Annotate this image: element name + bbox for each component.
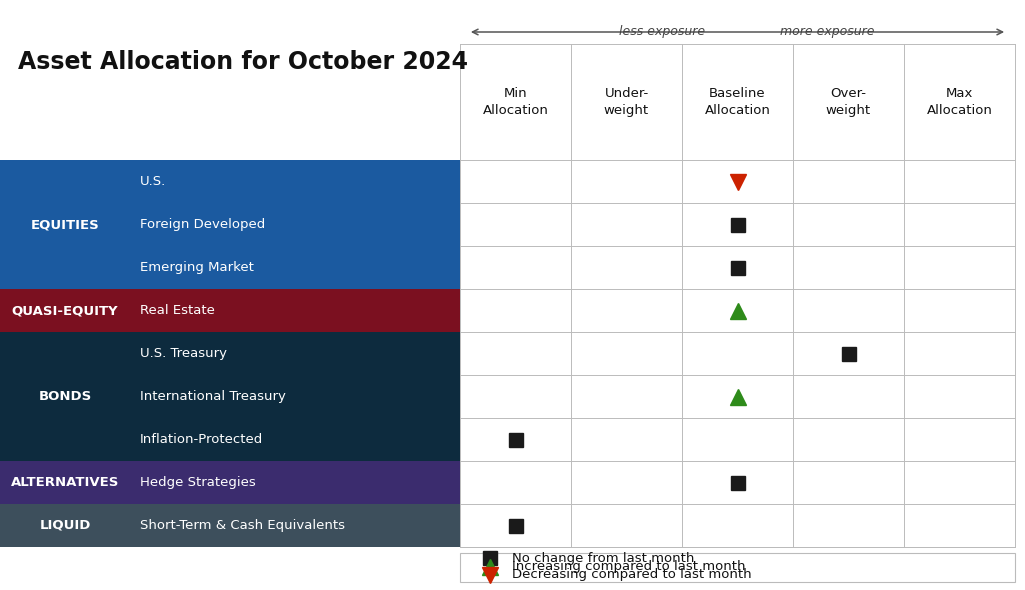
Bar xyxy=(0,461,130,504)
Text: U.S.: U.S. xyxy=(140,175,166,188)
Bar xyxy=(460,553,1015,582)
Text: ALTERNATIVES: ALTERNATIVES xyxy=(11,476,119,489)
Text: U.S. Treasury: U.S. Treasury xyxy=(140,347,227,360)
Text: Real Estate: Real Estate xyxy=(140,304,215,317)
Bar xyxy=(0,203,460,246)
Bar xyxy=(0,504,460,547)
Bar xyxy=(0,289,130,332)
Text: BONDS: BONDS xyxy=(38,390,91,403)
Text: Emerging Market: Emerging Market xyxy=(140,261,254,274)
Text: International Treasury: International Treasury xyxy=(140,390,286,403)
Bar xyxy=(0,160,460,203)
Text: No change from last month: No change from last month xyxy=(512,552,694,565)
Text: Min
Allocation: Min Allocation xyxy=(483,87,548,117)
Bar xyxy=(0,246,460,289)
Text: Hedge Strategies: Hedge Strategies xyxy=(140,476,256,489)
Bar xyxy=(0,461,460,504)
Bar xyxy=(0,160,130,289)
Text: Max
Allocation: Max Allocation xyxy=(927,87,992,117)
Text: Under-
weight: Under- weight xyxy=(604,87,649,117)
Text: Increasing compared to last month: Increasing compared to last month xyxy=(512,560,745,573)
Text: Baseline
Allocation: Baseline Allocation xyxy=(704,87,771,117)
Bar xyxy=(0,289,460,332)
Text: Inflation-Protected: Inflation-Protected xyxy=(140,433,263,446)
Bar xyxy=(0,504,130,547)
Text: less exposure: less exposure xyxy=(619,25,705,38)
Text: Foreign Developed: Foreign Developed xyxy=(140,218,265,231)
Text: Over-
weight: Over- weight xyxy=(826,87,871,117)
Text: Asset Allocation for October 2024: Asset Allocation for October 2024 xyxy=(18,50,468,74)
Text: QUASI-EQUITY: QUASI-EQUITY xyxy=(11,304,118,317)
Text: EQUITIES: EQUITIES xyxy=(31,218,99,231)
Text: Short-Term & Cash Equivalents: Short-Term & Cash Equivalents xyxy=(140,519,345,532)
Bar xyxy=(0,375,460,418)
Text: more exposure: more exposure xyxy=(780,25,874,38)
Bar xyxy=(0,418,460,461)
Bar xyxy=(0,332,460,375)
Bar xyxy=(0,332,130,461)
Text: LIQUID: LIQUID xyxy=(39,519,90,532)
Text: Decreasing compared to last month: Decreasing compared to last month xyxy=(512,568,751,582)
